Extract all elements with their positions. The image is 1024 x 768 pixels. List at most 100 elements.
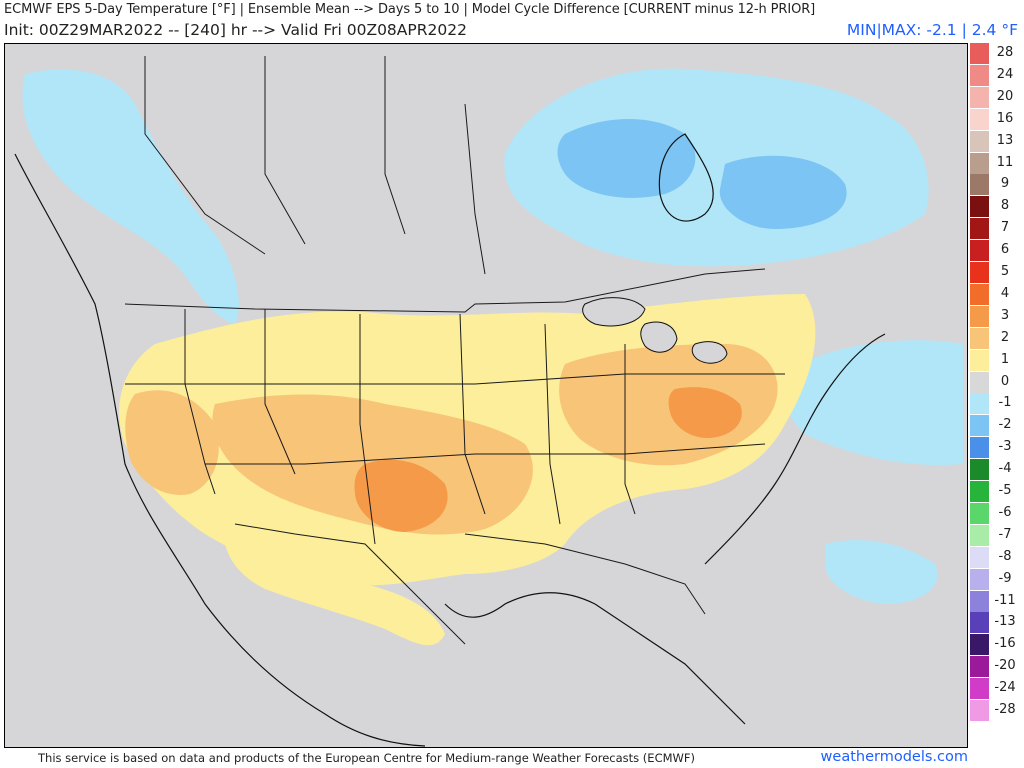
legend-label: 1 [1000,351,1010,367]
cold-anomaly-region-canada-core [557,119,696,198]
legend-item: 9 [968,174,1024,196]
legend-label: -11 [994,592,1016,608]
legend-swatch [970,240,989,262]
legend-item: -3 [968,437,1024,459]
legend-label: -5 [998,483,1012,498]
legend-label: 0 [1000,373,1010,389]
legend-swatch [970,305,989,327]
legend-item: -9 [968,568,1024,591]
legend-swatch [970,43,989,64]
legend-label: -7 [998,526,1012,542]
legend-item: -8 [968,546,1024,569]
legend-item: 4 [968,283,1024,306]
legend-swatch [970,196,989,218]
legend-swatch [970,130,989,152]
legend-swatch [970,678,989,700]
legend-item: -4 [968,459,1024,481]
legend-item: 6 [968,240,1024,262]
legend-label: 4 [1000,285,1010,301]
legend-swatch [970,700,989,721]
legend-item: 13 [968,130,1024,153]
legend-swatch [970,415,989,437]
legend-item: 28 [968,43,1024,65]
great-lakes [582,297,728,364]
legend-label: -2 [998,417,1012,433]
legend-label: -13 [994,614,1016,630]
legend-label: 5 [1000,264,1010,279]
legend-label: 7 [1000,220,1010,236]
legend-swatch [970,262,989,283]
legend-item: 1 [968,349,1024,372]
coastlines [14,133,886,747]
legend-swatch [970,656,989,678]
min-max-readout: MIN|MAX: -2.1 | 2.4 °F [846,21,1018,39]
legend-item: 8 [968,196,1024,218]
legend-item: 2 [968,327,1024,350]
cold-anomaly-region-gulf [825,540,938,604]
color-scale-legend: 28 24 20 16 13 11 9 8 7 6 5 4 3 2 1 0 -1 -2 -3 -4 -5 -6 -7 -8 -9… [968,43,1024,723]
cold-anomaly-region-east-canada [719,155,847,229]
legend-label: -28 [994,702,1016,717]
legend-swatch [970,349,989,371]
legend-label: 9 [1000,176,1010,192]
legend-label: 3 [1000,307,1010,323]
legend-item: 11 [968,152,1024,175]
legend-swatch [970,546,989,568]
legend-swatch [970,437,989,459]
legend-swatch [970,371,989,393]
legend-label: -20 [994,658,1016,674]
legend-label: 6 [1000,242,1010,258]
legend-swatch [970,590,989,612]
init-valid-time: Init: 00Z29MAR2022 -- [240] hr --> Valid… [4,21,467,39]
legend-swatch [970,502,989,524]
warm-anomaly-peak-virginia [668,387,742,439]
legend-swatch [970,612,989,634]
legend-item: 24 [968,64,1024,87]
legend-swatch [970,481,989,502]
legend-swatch [970,568,989,590]
legend-swatch [970,86,989,108]
legend-label: 13 [996,132,1014,148]
legend-item: -11 [968,590,1024,613]
brand-link[interactable]: weathermodels.com [820,749,968,765]
cold-anomaly-region-west [22,69,239,324]
legend-label: 16 [996,110,1014,126]
warm-anomaly-core-southwest [125,390,219,495]
legend-label: -4 [998,461,1012,477]
legend-item: -24 [968,678,1024,700]
legend-label: 8 [1000,198,1010,214]
legend-label: 2 [1000,329,1010,345]
legend-swatch [970,327,989,349]
legend-swatch [970,393,989,415]
legend-swatch [970,152,989,174]
temperature-difference-map[interactable] [4,43,968,748]
legend-item: 7 [968,218,1024,240]
legend-label: 20 [996,88,1014,104]
legend-swatch [970,64,989,86]
legend-swatch [970,108,989,130]
legend-item: 0 [968,371,1024,394]
legend-label: -1 [998,395,1012,411]
legend-item: -7 [968,524,1024,547]
legend-label: -6 [998,504,1012,520]
legend-swatch [970,174,989,196]
legend-swatch [970,524,989,546]
legend-label: -16 [994,636,1016,652]
legend-item: 16 [968,108,1024,131]
legend-label: 11 [996,154,1014,170]
legend-item: 3 [968,305,1024,328]
legend-item: 20 [968,86,1024,109]
legend-swatch [970,218,989,240]
legend-label: -8 [998,548,1012,564]
map-title: ECMWF EPS 5-Day Temperature [°F] | Ensem… [4,2,816,17]
legend-item: -5 [968,481,1024,503]
attribution-text: This service is based on data and produc… [38,751,695,765]
warm-anomaly-peak-texas [354,459,448,532]
legend-label: -9 [998,570,1012,586]
legend-swatch [970,459,989,481]
legend-label: -3 [998,439,1012,455]
legend-item: -6 [968,502,1024,525]
legend-label: -24 [994,680,1016,696]
legend-label: 28 [996,45,1014,60]
warm-anomaly-region-mexico [225,544,445,646]
